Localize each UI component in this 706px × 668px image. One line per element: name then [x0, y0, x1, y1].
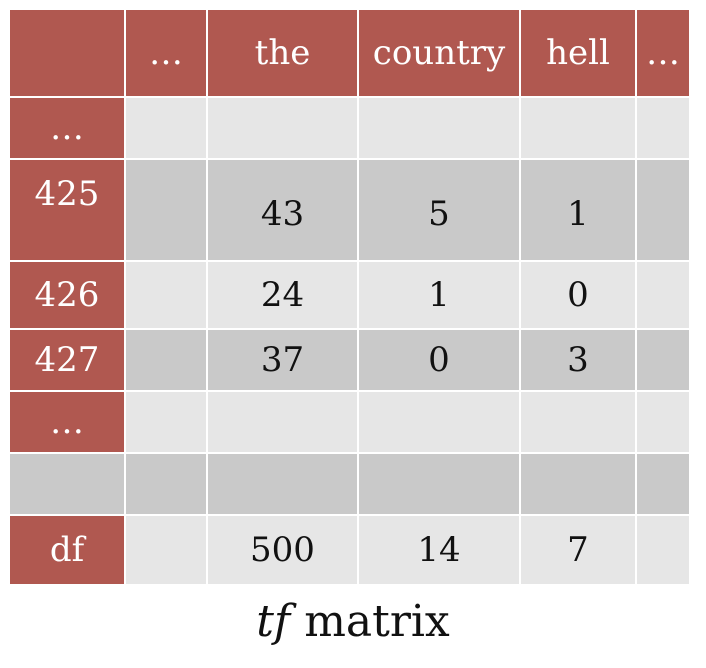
cell-df-hell: 7: [521, 516, 635, 584]
tf-matrix-table: … the country hell … … 425 43 5 1 426 24…: [10, 10, 689, 584]
row-label-426: 426: [10, 262, 124, 328]
cell-426-the: 24: [208, 262, 357, 328]
row-label-425: 425: [10, 160, 124, 260]
cell-425-hell: 1: [521, 160, 635, 260]
cell-425-country: 5: [359, 160, 519, 260]
table-cell: [521, 392, 635, 452]
table-cell: [126, 330, 206, 390]
table-cell: [637, 160, 689, 260]
column-header-the: the: [208, 10, 357, 96]
column-header-country: country: [359, 10, 519, 96]
cell-427-the: 37: [208, 330, 357, 390]
table-cell: [637, 262, 689, 328]
table-cell: [521, 454, 635, 514]
table-cell: [126, 98, 206, 158]
separator-row-label: [10, 454, 124, 514]
row-label-ellipsis-bottom: …: [10, 392, 124, 452]
table-cell: [208, 454, 357, 514]
row-label-427: 427: [10, 330, 124, 390]
corner-cell: [10, 10, 124, 96]
table-cell: [359, 454, 519, 514]
cell-425-the: 43: [208, 160, 357, 260]
cell-426-hell: 0: [521, 262, 635, 328]
table-cell: [126, 454, 206, 514]
cell-df-country: 14: [359, 516, 519, 584]
caption-rest: matrix: [290, 596, 450, 647]
cell-426-country: 1: [359, 262, 519, 328]
cell-427-hell: 3: [521, 330, 635, 390]
cell-df-the: 500: [208, 516, 357, 584]
table-cell: [126, 392, 206, 452]
row-label-ellipsis-top: …: [10, 98, 124, 158]
table-cell: [637, 330, 689, 390]
table-cell: [359, 98, 519, 158]
table-cell: [637, 516, 689, 584]
table-cell: [637, 98, 689, 158]
table-cell: [208, 98, 357, 158]
table-cell: [637, 392, 689, 452]
table-cell: [126, 160, 206, 260]
column-header-hell: hell: [521, 10, 635, 96]
caption-italic: tf: [256, 596, 291, 647]
row-label-df: df: [10, 516, 124, 584]
cell-427-country: 0: [359, 330, 519, 390]
table-cell: [208, 392, 357, 452]
table-cell: [637, 454, 689, 514]
table-cell: [521, 98, 635, 158]
table-cell: [359, 392, 519, 452]
table-cell: [126, 516, 206, 584]
column-header-ellipsis-right: …: [637, 10, 689, 96]
column-header-ellipsis-left: …: [126, 10, 206, 96]
matrix-caption: tf matrix: [0, 596, 706, 647]
table-cell: [126, 262, 206, 328]
